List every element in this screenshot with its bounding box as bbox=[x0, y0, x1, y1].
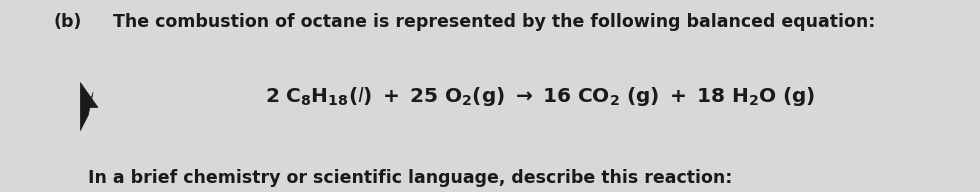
Text: (b): (b) bbox=[54, 13, 82, 31]
Polygon shape bbox=[80, 83, 98, 131]
Text: The combustion of octane is represented by the following balanced equation:: The combustion of octane is represented … bbox=[113, 13, 875, 31]
Text: $\bf{2\ C_8H_{18}(\mathit{l})\ +\ 25\ O_2(g)\ \rightarrow\ 16\ CO_2\ (g)\ +\ 18\: $\bf{2\ C_8H_{18}(\mathit{l})\ +\ 25\ O_… bbox=[265, 84, 815, 108]
Text: In a brief chemistry or scientific language, describe this reaction:: In a brief chemistry or scientific langu… bbox=[88, 169, 733, 187]
